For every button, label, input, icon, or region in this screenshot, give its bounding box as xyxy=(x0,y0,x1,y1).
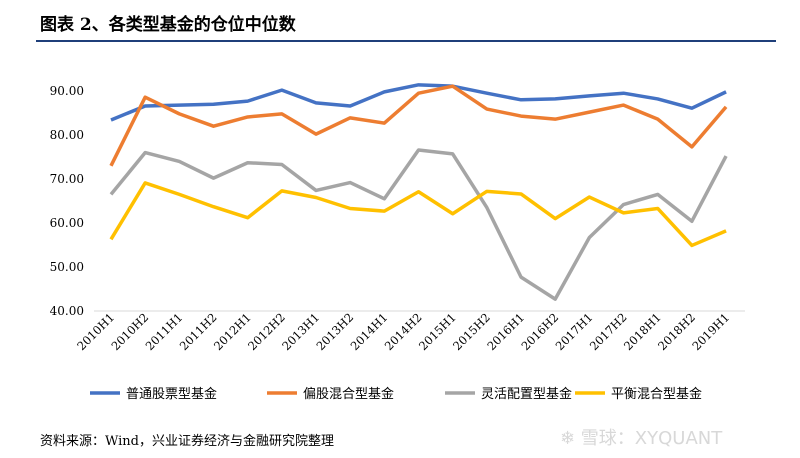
y-tick-label: 40.00 xyxy=(50,304,84,318)
x-tick-label: 2019H1 xyxy=(689,310,732,353)
series-line-1 xyxy=(110,83,727,122)
series-line-3 xyxy=(109,148,728,301)
series-line-4 xyxy=(109,181,727,248)
title-divider xyxy=(36,40,776,42)
legend-label-1: 普通股票型基金 xyxy=(126,386,217,402)
series-line-2 xyxy=(109,84,728,167)
legend-label-2: 偏股混合型基金 xyxy=(303,386,394,402)
legend-label-4: 平衡混合型基金 xyxy=(611,386,702,402)
figure-title: 图表 2、各类型基金的仓位中位数 xyxy=(40,15,296,35)
watermark-logo: ❄ 雪球：XYQUANT xyxy=(560,428,723,449)
y-tick-label: 70.00 xyxy=(50,172,84,186)
source-note: 资料来源：Wind，兴业证券经济与金融研究院整理 xyxy=(40,434,334,449)
y-tick-label: 90.00 xyxy=(50,84,84,98)
y-tick-label: 60.00 xyxy=(50,216,84,230)
y-tick-label: 80.00 xyxy=(50,128,84,142)
y-tick-label: 50.00 xyxy=(50,260,84,274)
legend-label-3: 灵活配置型基金 xyxy=(481,386,572,402)
